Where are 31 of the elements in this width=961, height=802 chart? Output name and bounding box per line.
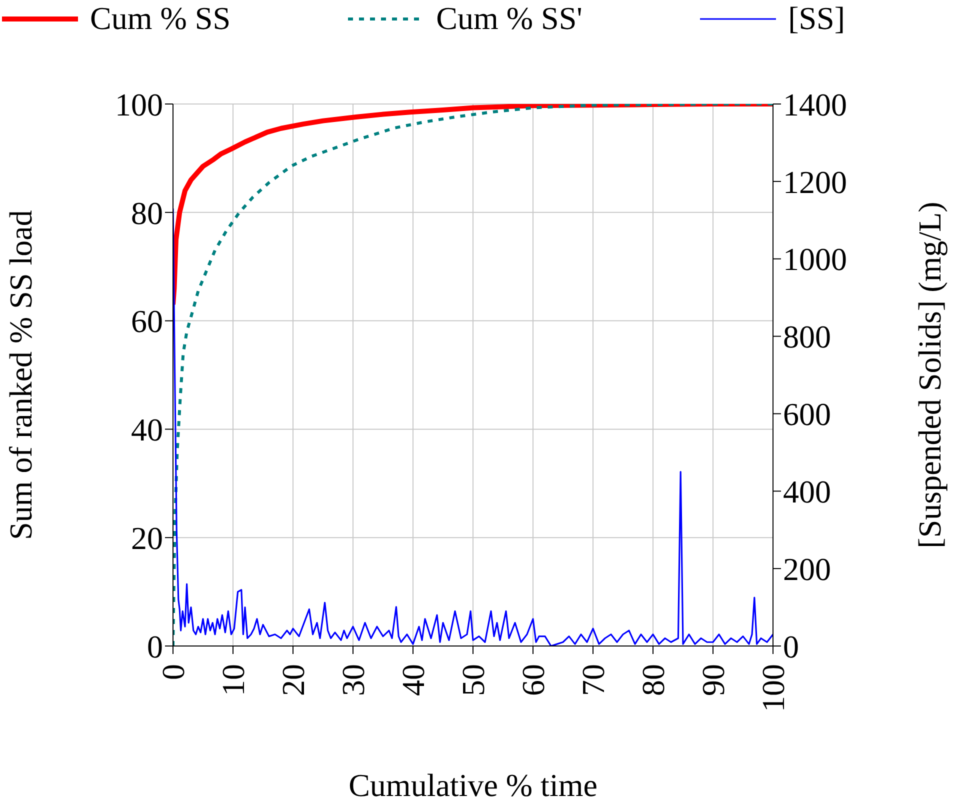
y2-tick-label: 1400 [783,86,847,122]
x-axis-title: Cumulative % time [348,767,598,802]
y-tick-label: 0 [147,628,163,664]
x-tick-label: 80 [635,664,671,696]
legend-label: [SS] [788,0,845,37]
x-tick-label: 20 [275,664,311,696]
x-tick-label: 40 [395,664,431,696]
x-tick-label: 90 [695,664,731,696]
y2-tick-label: 600 [783,396,831,432]
legend-label: Cum % SS' [436,0,582,37]
y-tick-label: 80 [131,194,163,231]
y2-tick-label: 800 [783,318,831,355]
legend-label: Cum % SS [90,0,230,37]
x-tick-label: 30 [335,664,371,696]
x-tick-label: 70 [575,664,611,696]
y2-tick-label: 1200 [783,164,847,200]
x-tick-label: 50 [455,664,491,696]
x-tick-label: 0 [155,664,191,680]
y-tick-label: 40 [131,412,163,448]
y-tick-label: 60 [131,303,163,340]
y2-tick-label: 200 [783,550,831,587]
y-axis-title: Sum of ranked % SS load [2,210,38,540]
x-tick-label: 10 [215,664,251,696]
x-tick-label: 60 [515,664,551,696]
y2-tick-label: 0 [783,628,799,664]
x-tick-label: 100 [755,664,791,712]
y2-tick-label: 1000 [783,241,847,278]
y2-axis-title: [Suspended Solids] (mg/L) [911,202,948,548]
y-tick-label: 20 [131,520,163,556]
y-tick-label: 100 [115,86,163,122]
y2-tick-label: 400 [783,474,831,510]
